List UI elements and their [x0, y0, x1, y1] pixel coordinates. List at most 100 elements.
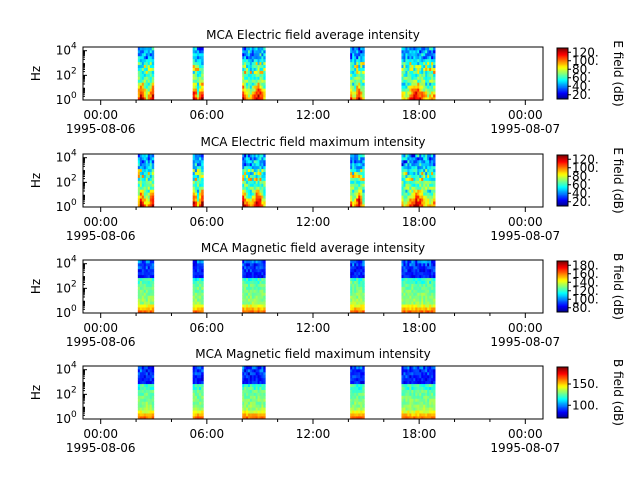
spectrogram-cell — [251, 283, 255, 287]
spectrogram-cell — [137, 85, 141, 89]
spectrogram-cell — [147, 159, 151, 164]
spectrogram-cell — [407, 310, 410, 314]
spectrogram-cell — [425, 307, 428, 311]
spectrogram-cell — [403, 177, 406, 181]
spectrogram-cell — [362, 410, 365, 414]
spectrogram-cell — [354, 159, 357, 164]
spectrogram-cell — [242, 401, 245, 405]
spectrogram-cell — [137, 52, 141, 57]
spectrogram-cell — [429, 380, 432, 385]
spectrogram-cell — [247, 70, 251, 74]
spectrogram-cell — [425, 174, 428, 178]
spectrogram-cell — [255, 162, 258, 167]
spectrogram-cell — [352, 171, 355, 176]
spectrogram-cell — [360, 416, 363, 420]
spectrogram-cell — [259, 401, 262, 405]
spectrogram-cell — [261, 198, 264, 202]
spectrogram-cell — [149, 88, 153, 92]
spectrogram-cell — [246, 64, 249, 69]
spectrogram-cell — [201, 404, 204, 408]
colorbar-step — [557, 370, 568, 373]
spectrogram-cell — [259, 283, 262, 287]
spectrogram-cell — [425, 286, 428, 290]
colorbar-step — [557, 264, 568, 267]
spectrogram-cell — [417, 277, 420, 282]
spectrogram-cell — [199, 49, 202, 54]
colorbar-step — [557, 190, 568, 193]
spectrogram-cell — [147, 180, 151, 184]
spectrogram-cell — [244, 177, 247, 181]
spectrogram-cell — [433, 201, 436, 205]
spectrogram-cell — [431, 154, 434, 158]
spectrogram-cell — [350, 73, 353, 77]
spectrogram-cell — [425, 58, 428, 63]
spectrogram-cell — [407, 180, 410, 184]
spectrogram-cell — [403, 292, 406, 296]
spectrogram-cell — [151, 416, 155, 420]
spectrogram-cell — [259, 67, 262, 71]
spectrogram-cell — [419, 97, 422, 101]
colorbar-step — [557, 268, 568, 271]
spectrogram-cell — [151, 52, 155, 57]
spectrogram-cell — [242, 395, 245, 399]
spectrogram-cell — [199, 180, 202, 184]
spectrogram-cell — [249, 201, 253, 205]
spectrogram-cell — [407, 47, 410, 51]
spectrogram-cell — [429, 401, 432, 405]
spectrogram-cell — [201, 262, 204, 267]
spectrogram-cell — [407, 260, 410, 264]
colorbar-step — [557, 55, 568, 58]
spectrogram-cell — [401, 395, 404, 399]
spectrogram-cell — [421, 201, 424, 205]
spectrogram-cell — [423, 366, 426, 370]
spectrogram-cell — [147, 368, 151, 373]
spectrogram-cell — [143, 268, 147, 273]
spectrogram-cell — [151, 389, 155, 393]
spectrogram-cell — [147, 366, 151, 370]
spectrogram-cell — [143, 192, 147, 196]
spectrogram-cell — [257, 162, 260, 167]
spectrogram-cell — [433, 171, 436, 176]
colorbar-step — [557, 88, 568, 91]
spectrogram-cell — [257, 204, 260, 208]
spectrogram-cell — [143, 162, 147, 167]
spectrogram-cell — [401, 82, 404, 86]
spectrogram-cell — [259, 292, 262, 296]
spectrogram-cell — [433, 404, 436, 408]
spectrogram-cell — [360, 283, 363, 287]
spectrogram-cell — [354, 268, 357, 273]
spectrogram-cell — [358, 192, 361, 196]
spectrogram-cell — [354, 274, 357, 279]
spectrogram-cell — [362, 79, 365, 83]
spectrogram-cell — [259, 91, 262, 95]
spectrogram-cell — [242, 94, 245, 98]
spectrogram-cell — [246, 307, 249, 311]
colorbar-tick-label: 100. — [572, 161, 599, 175]
spectrogram-cell — [259, 389, 262, 393]
spectrogram-cell — [196, 58, 200, 63]
spectrogram-cell — [253, 204, 257, 208]
spectrogram-cell — [423, 304, 426, 308]
spectrogram-cell — [244, 368, 247, 373]
spectrogram-cell — [407, 413, 410, 417]
spectrogram-cell — [151, 274, 155, 279]
colorbar-step — [557, 171, 568, 174]
spectrogram-cell — [413, 265, 416, 270]
spectrogram-cell — [405, 310, 408, 314]
spectrogram-cell — [149, 49, 153, 54]
spectrogram-cell — [425, 298, 428, 302]
spectrogram-cell — [411, 204, 414, 208]
spectrogram-cell — [431, 271, 434, 276]
spectrogram-cell — [151, 307, 155, 311]
spectrogram-cell — [429, 310, 432, 314]
spectrogram-cell — [249, 265, 253, 270]
spectrogram-cell — [263, 307, 266, 311]
spectrogram-cell — [147, 295, 151, 299]
spectrogram-cell — [143, 416, 147, 420]
spectrogram-cell — [246, 88, 249, 92]
spectrogram-cell — [401, 298, 404, 302]
spectrogram-cell — [253, 307, 257, 311]
spectrogram-cell — [360, 289, 363, 293]
spectrogram-cell — [137, 58, 141, 63]
spectrogram-cell — [429, 271, 432, 276]
